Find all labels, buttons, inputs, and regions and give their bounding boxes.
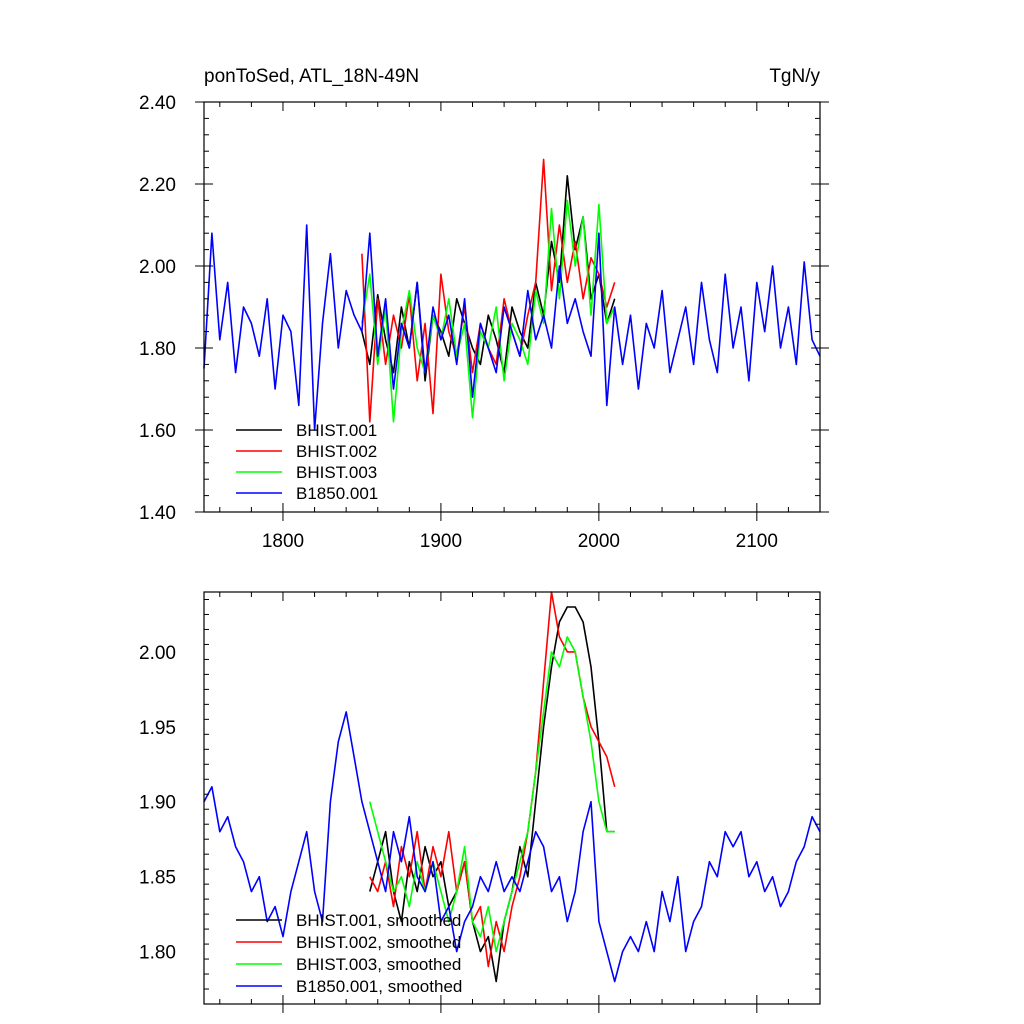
x-tick-label: 2100 xyxy=(736,531,778,552)
top-panel-legend: BHIST.001 BHIST.002 BHIST.003 B1850.001 xyxy=(236,421,378,503)
legend-entry: BHIST.003, smoothed xyxy=(296,955,461,974)
bottom-panel-axes: 1.80 1.85 1.90 1.95 2.00 xyxy=(139,592,821,1013)
series-line-bhist-003-smoothed xyxy=(369,636,615,953)
y-tick-label: 1.40 xyxy=(139,503,176,524)
y-tick-label: 1.80 xyxy=(139,943,176,964)
y-tick-label: 2.00 xyxy=(139,257,176,278)
legend-entry: B1850.001, smoothed xyxy=(296,977,462,996)
bottom-panel-series-group xyxy=(203,591,821,983)
legend-entry: BHIST.002 xyxy=(296,442,377,461)
y-tick-label: 1.85 xyxy=(139,868,176,889)
bottom-panel-legend: BHIST.001, smoothed BHIST.002, smoothed BH… xyxy=(236,911,462,996)
y-tick-label: 1.60 xyxy=(139,421,176,442)
legend-entry: BHIST.001 xyxy=(296,421,377,440)
top-panel-frame xyxy=(203,101,821,513)
x-tick-label: 1900 xyxy=(420,531,462,552)
top-panel-title-left: ponToSed, ATL_18N-49N xyxy=(204,66,419,87)
y-tick-label: 2.00 xyxy=(139,643,176,664)
series-line-bhist-003 xyxy=(361,199,616,423)
top-panel-series-group xyxy=(203,158,821,431)
y-tick-label: 2.40 xyxy=(139,93,176,114)
y-tick-label: 1.80 xyxy=(139,339,176,360)
legend-entry: BHIST.003 xyxy=(296,463,377,482)
top-panel-axes: 1800 1900 2000 2100 1.40 1.60 1.80 2.00 2.20 2.40 xyxy=(139,93,829,552)
legend-entry: BHIST.001, smoothed xyxy=(296,911,461,930)
y-tick-label: 1.90 xyxy=(139,793,176,814)
x-tick-label: 2000 xyxy=(578,531,620,552)
top-panel-title-right: TgN/y xyxy=(769,66,820,87)
bottom-panel-frame xyxy=(203,591,821,1005)
series-line-bhist-002 xyxy=(361,158,616,423)
y-tick-label: 2.20 xyxy=(139,175,176,196)
legend-entry: B1850.001 xyxy=(296,484,378,503)
legend-entry: BHIST.002, smoothed xyxy=(296,933,461,952)
series-line-bhist-002-smoothed xyxy=(369,591,616,968)
y-tick-label: 1.95 xyxy=(139,718,176,739)
bottom-panel: BHIST.001, smoothed BHIST.002, smoothed BH… xyxy=(139,591,821,1013)
top-panel: ponToSed, ATL_18N-49N TgN/y BHIST.001BHI… xyxy=(139,66,829,552)
x-tick-label: 1800 xyxy=(262,531,304,552)
